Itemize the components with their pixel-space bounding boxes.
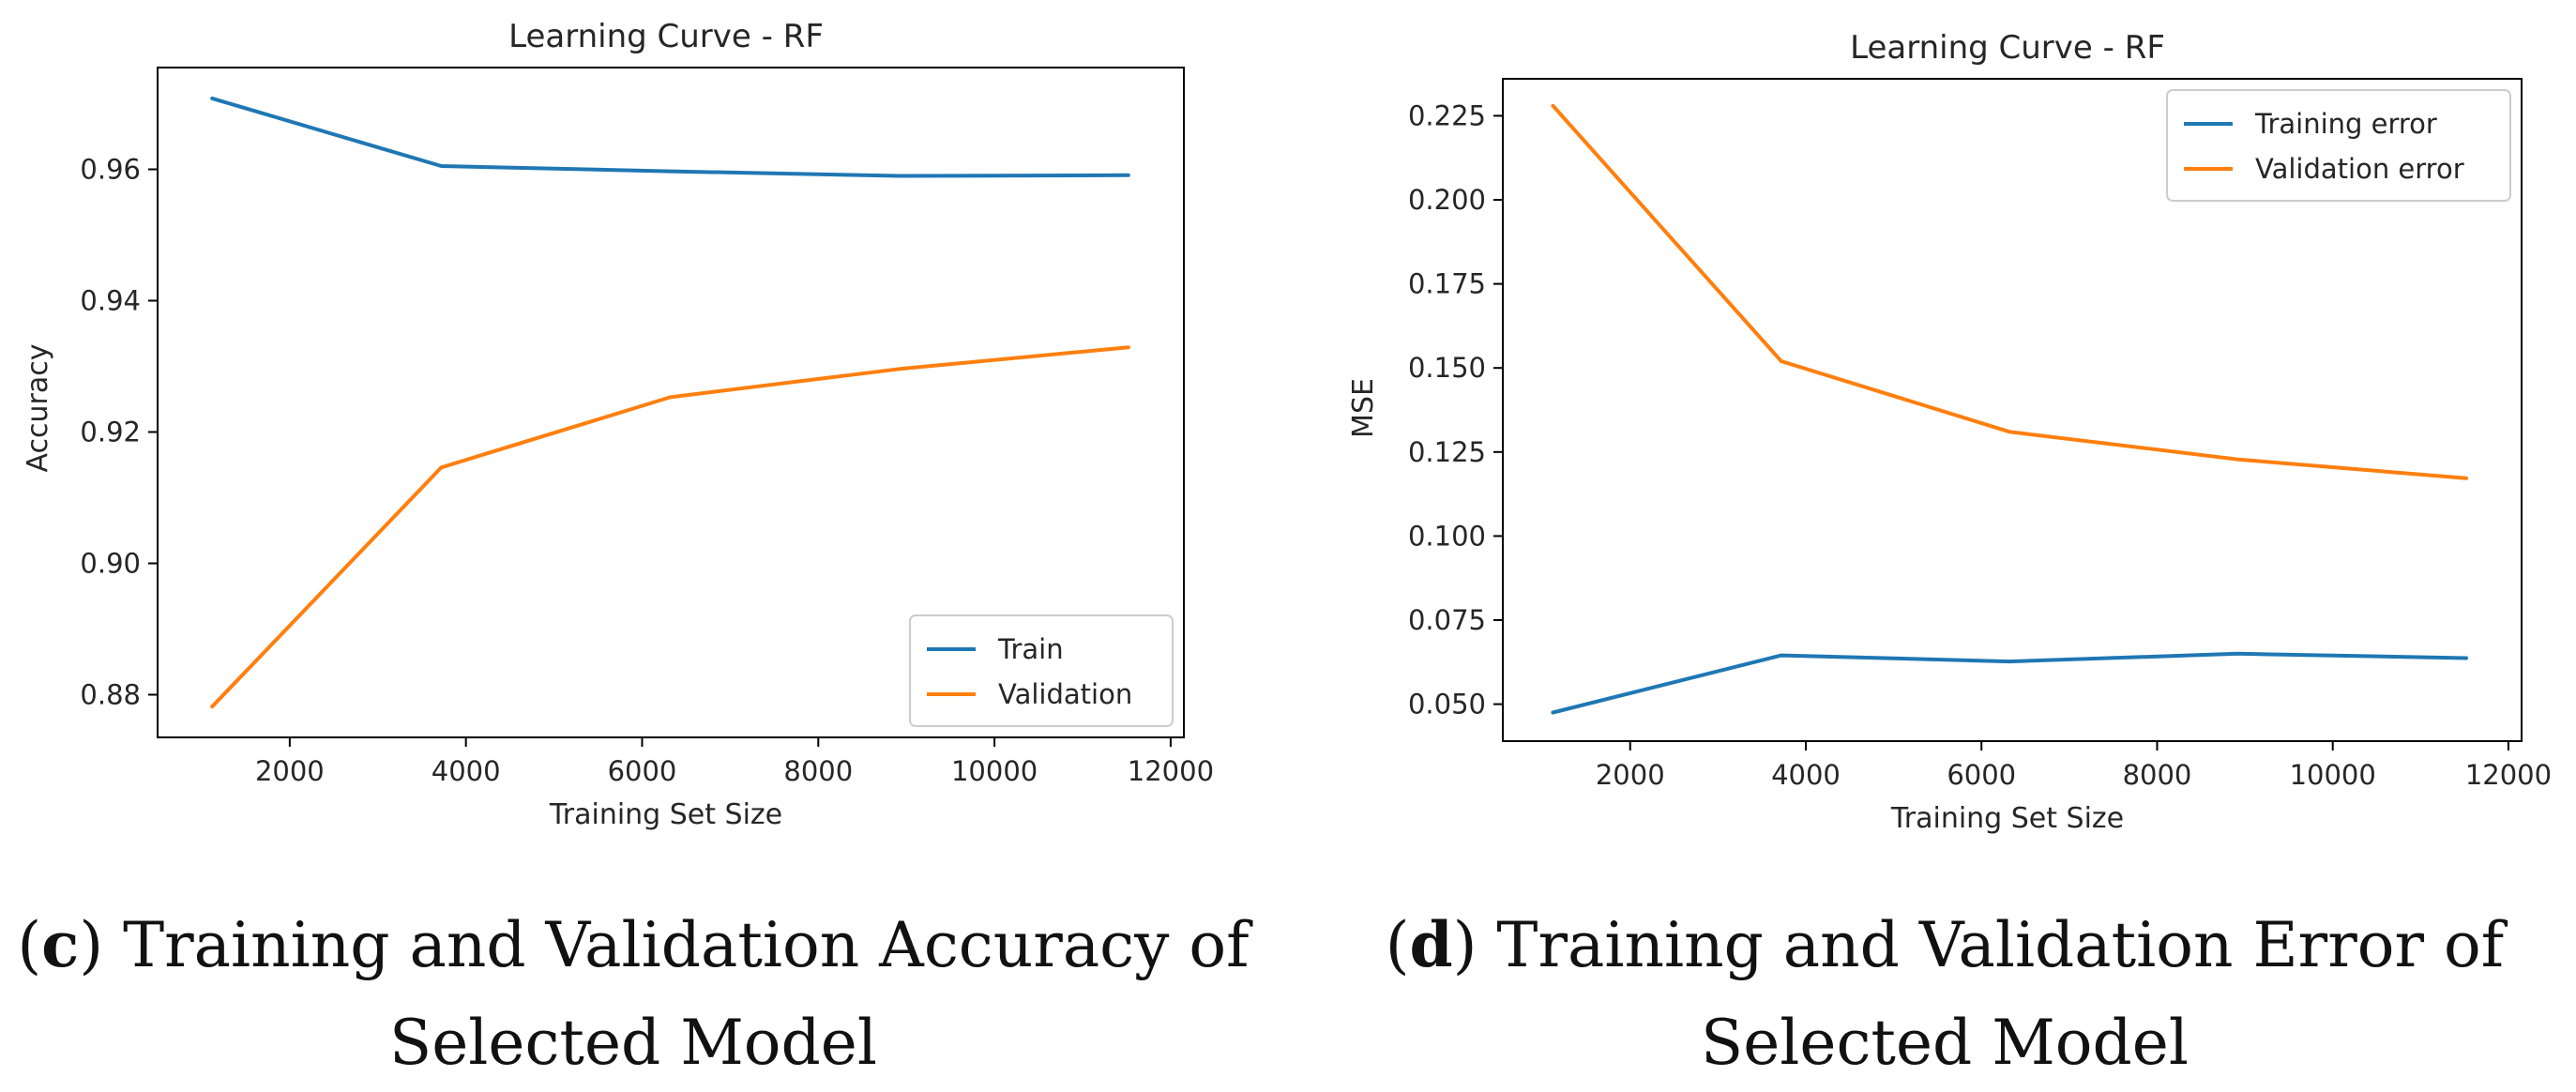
caption-letter: d [1409, 908, 1453, 981]
x-axis-label: Training Set Size [1890, 802, 2124, 835]
caption-line-2: Selected Model [1701, 1007, 2189, 1079]
x-axis-label: Training Set Size [549, 798, 782, 831]
caption-letter: c [41, 908, 80, 981]
mse-chart: Learning Curve - RF MSE Training Set Siz… [1347, 29, 2552, 835]
caption-line-2: Selected Model [389, 1007, 877, 1079]
x-tick-label: 8000 [783, 755, 853, 787]
x-tick-label: 10000 [951, 755, 1038, 787]
series-line-validation [210, 345, 1130, 709]
legend-label: Validation [998, 678, 1132, 710]
x-tick-label: 6000 [1947, 759, 2016, 791]
y-tick-label: 0.050 [1408, 689, 1486, 720]
y-tick-label: 0.150 [1408, 352, 1486, 384]
y-tick-label: 0.96 [80, 154, 141, 186]
x-tick-label: 12000 [2465, 759, 2552, 791]
series-line-train [210, 96, 1130, 178]
y-tick-label: 0.075 [1408, 604, 1486, 636]
y-tick-label: 0.225 [1408, 99, 1486, 131]
axes-frame [157, 67, 1185, 738]
y-axis-label: Accuracy [22, 344, 54, 473]
y-tick-label: 0.125 [1408, 436, 1486, 468]
legend: Training error Validation error [2166, 89, 2511, 202]
series-line-training-error [1551, 651, 2468, 715]
x-tick-label: 10000 [2290, 759, 2376, 791]
legend-label: Validation error [2255, 153, 2464, 185]
y-tick-label: 0.90 [80, 548, 141, 580]
chart-title: Learning Curve - RF [1850, 29, 2165, 67]
caption-text: Training and Validation Error of [1496, 909, 2505, 981]
series-line-validation-error [1551, 103, 2468, 480]
x-tick-label: 8000 [2123, 759, 2192, 791]
legend-box [2166, 89, 2511, 202]
x-tick-label: 6000 [608, 755, 677, 787]
x-tick-label: 2000 [1596, 759, 1665, 791]
x-tick-label: 4000 [1771, 759, 1841, 791]
y-tick-label: 0.100 [1408, 520, 1486, 552]
caption-line-1: (d) Training and Validation Error of [1385, 908, 2505, 981]
chart-title: Learning Curve - RF [508, 18, 824, 55]
y-tick-label: 0.88 [80, 679, 141, 711]
legend-label: Training error [2254, 108, 2437, 140]
legend-label: Train [997, 633, 1064, 665]
caption-line-1: (c) Training and Validation Accuracy of [17, 908, 1250, 981]
axes-frame [1502, 78, 2523, 742]
x-tick-label: 4000 [432, 755, 501, 787]
x-tick-label: 12000 [1128, 755, 1214, 787]
legend: Train Validation [909, 614, 1174, 727]
x-tick-label: 2000 [255, 755, 325, 787]
accuracy-chart: Learning Curve - RF Accuracy Training Se… [22, 18, 1214, 831]
y-tick-label: 0.94 [80, 285, 141, 317]
caption-d: (d) Training and Validation Error of Sel… [1313, 896, 2576, 1092]
legend-box [909, 614, 1174, 727]
y-axis-label: MSE [1347, 378, 1380, 438]
y-tick-label: 0.175 [1408, 268, 1486, 300]
y-tick-label: 0.92 [80, 417, 141, 448]
y-tick-label: 0.200 [1408, 184, 1486, 216]
caption-text: Training and Validation Accuracy of [123, 909, 1250, 981]
caption-c: (c) Training and Validation Accuracy of … [0, 896, 1266, 1092]
